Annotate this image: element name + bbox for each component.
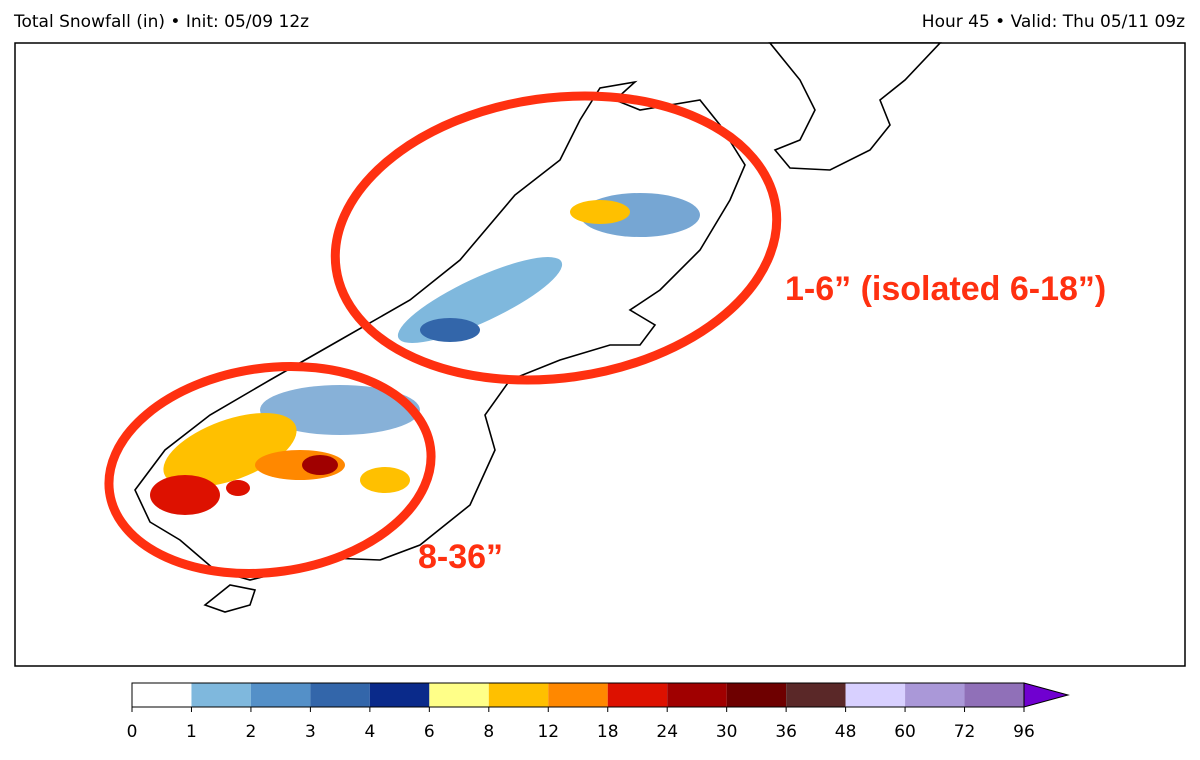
snow-yellow <box>570 200 630 224</box>
colorbar-tick-label: 36 <box>775 722 797 742</box>
north-island <box>768 42 942 171</box>
colorbar-tick-label: 60 <box>894 722 916 742</box>
colorbar-tick-label: 6 <box>424 722 435 742</box>
colorbar-segment <box>845 683 906 707</box>
snow-red <box>150 475 220 515</box>
colorbar-tick-label: 12 <box>537 722 559 742</box>
colorbar-tick-label: 3 <box>305 722 316 742</box>
colorbar-segment <box>548 683 608 707</box>
colorbar-segment <box>488 683 549 707</box>
colorbar-segment <box>786 683 846 707</box>
annotation: 8-36” <box>418 538 503 576</box>
colorbar-tick-label: 2 <box>246 722 257 742</box>
colorbar-segment <box>607 683 668 707</box>
snow-red <box>226 480 250 496</box>
snow-yellow <box>163 413 297 487</box>
colorbar-segment <box>905 683 965 707</box>
snow-shading <box>150 193 700 515</box>
colorbar-tick-label: 1 <box>186 722 197 742</box>
snow-blue <box>420 318 480 342</box>
colorbar-segment <box>667 683 727 707</box>
colorbar-segment <box>132 683 192 707</box>
colorbar-segment <box>964 683 1024 707</box>
colorbar-segment <box>726 683 787 707</box>
annotation: 1-6” (isolated 6-18”) <box>785 270 1106 308</box>
colorbar-outline <box>131 682 1025 708</box>
colorbar-tick-label: 96 <box>1013 722 1035 742</box>
colorbar-tick-label: 18 <box>597 722 619 742</box>
colorbar-tick-label: 4 <box>364 722 375 742</box>
colorbar-tick-label: 72 <box>954 722 976 742</box>
colorbar-tick-label: 48 <box>835 722 857 742</box>
highlight-ellipses <box>104 91 782 578</box>
colorbar-segment <box>429 683 489 707</box>
snow-yellow <box>360 467 410 493</box>
colorbar-segment <box>191 683 251 707</box>
colorbar-extension <box>1023 682 1070 708</box>
colorbar-tick-label: 8 <box>483 722 494 742</box>
colorbar-tick-label: 0 <box>127 722 138 742</box>
snow-red <box>302 455 338 475</box>
ellipse-south <box>104 362 436 578</box>
ellipse-north <box>330 91 782 385</box>
colorbar-segment <box>310 683 370 707</box>
header-left: Total Snowfall (in) • Init: 05/09 12z <box>13 12 309 32</box>
colorbar-tick-label: 30 <box>716 722 738 742</box>
colorbar-tick-label: 24 <box>656 722 678 742</box>
colorbar-segment <box>369 683 430 707</box>
snow-blue <box>260 385 420 435</box>
colorbar: 0 1 2 3 4 6 8 12 18 24 30 36 48 60 72 96 <box>127 682 1070 742</box>
header-right: Hour 45 • Valid: Thu 05/11 09z <box>922 12 1185 32</box>
colorbar-segment <box>250 683 311 707</box>
stewart-island <box>203 584 257 613</box>
